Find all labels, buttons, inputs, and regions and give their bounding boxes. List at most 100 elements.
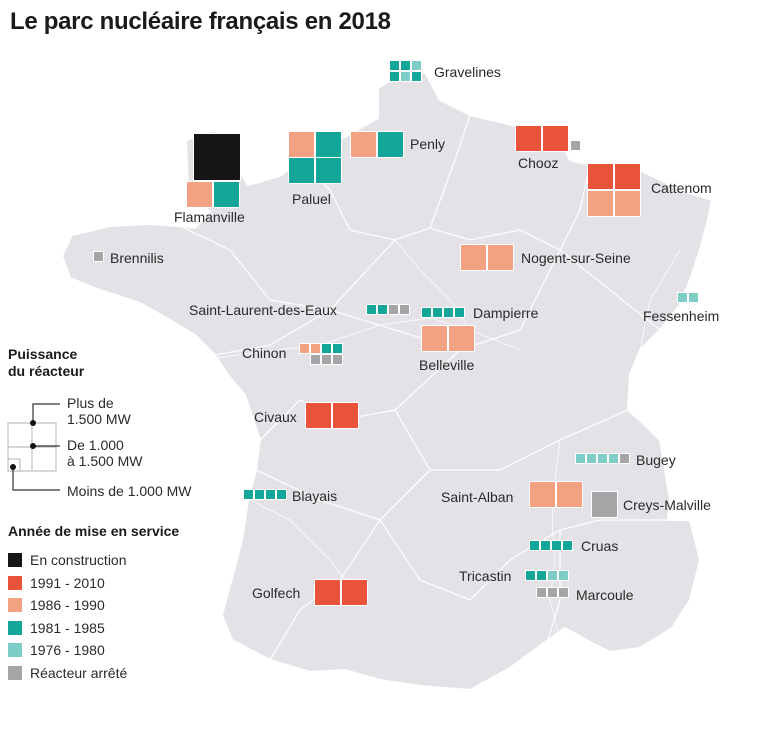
reactor-gravelines-6 <box>411 71 422 82</box>
reactor-bugey-2 <box>586 453 597 464</box>
legend-swatch-1981-1985 <box>8 620 22 635</box>
reactor-tricastin-4 <box>558 570 569 581</box>
reactor-cruas-3 <box>551 540 562 551</box>
plant-label-penly: Penly <box>410 136 446 152</box>
reactor-saint-laurent-des-eaux-4 <box>399 304 410 315</box>
reactor-chooz-2 <box>542 125 569 152</box>
legend-label: 1991 - 2010 <box>30 574 105 591</box>
reactor-civaux-1 <box>305 402 332 429</box>
reactor-fessenheim-2 <box>688 292 699 303</box>
reactor-blayais-2 <box>254 489 265 500</box>
legend-swatch-en-construction <box>8 553 22 567</box>
plant-label-gravelines: Gravelines <box>434 64 501 80</box>
reactor-penly-2 <box>377 131 404 158</box>
plant-label-belleville: Belleville <box>419 357 475 373</box>
reactor-paluel-1 <box>288 131 315 158</box>
reactor-penly-1 <box>350 131 377 158</box>
legend-swatch-1976-1980 <box>8 643 22 657</box>
power-legend-title-line2: du réacteur <box>8 363 85 379</box>
year-legend-title: Année de mise en service <box>8 523 180 539</box>
reactor-cruas-1 <box>529 540 540 551</box>
size-label-medium-line1: De 1.000 <box>67 437 124 453</box>
plant-label-civaux: Civaux <box>254 409 297 425</box>
reactor-civaux-2 <box>332 402 359 429</box>
plant-label-bugey: Bugey <box>636 452 676 468</box>
reactor-saint-alban-1 <box>529 481 556 508</box>
size-label-medium: De 1.000 à 1.500 MW <box>67 437 142 469</box>
plant-label-chooz: Chooz <box>518 155 559 171</box>
reactor-paluel-4 <box>315 157 342 184</box>
france-outline <box>60 70 714 692</box>
reactor-bugey-1 <box>575 453 586 464</box>
plant-label-saint-laurent-des-eaux: Saint-Laurent-des-Eaux <box>189 302 337 318</box>
reactor-bugey-4 <box>608 453 619 464</box>
reactor-cattenom-1 <box>587 163 614 190</box>
reactor-saint-laurent-des-eaux-1 <box>366 304 377 315</box>
reactor-chooz-3 <box>570 140 581 151</box>
plant-label-paluel: Paluel <box>292 191 331 207</box>
reactor-saint-alban-2 <box>556 481 583 508</box>
reactor-fessenheim-1 <box>677 292 688 303</box>
size-legend-diagram <box>7 403 60 491</box>
legend-item-1986-1990: 1986 - 1990 <box>8 597 105 613</box>
reactor-tricastin-1 <box>525 570 536 581</box>
reactor-golfech-2 <box>341 579 368 606</box>
reactor-bugey-5 <box>619 453 630 464</box>
plant-label-blayais: Blayais <box>292 488 338 504</box>
reactor-chinon-7 <box>332 354 343 365</box>
reactor-creys-malville-1 <box>591 491 618 518</box>
reactor-tricastin-3 <box>547 570 558 581</box>
reactor-belleville-2 <box>448 325 475 352</box>
size-leader-small <box>12 467 60 491</box>
reactor-saint-laurent-des-eaux-3 <box>388 304 399 315</box>
reactor-gravelines-5 <box>400 71 411 82</box>
reactor-blayais-1 <box>243 489 254 500</box>
reactor-gravelines-4 <box>389 71 400 82</box>
plant-label-nogent-sur-seine: Nogent-sur-Seine <box>521 250 631 266</box>
reactor-chinon-2 <box>310 343 321 354</box>
map-boundaries <box>179 114 668 661</box>
reactor-dampierre-4 <box>454 307 465 318</box>
legend-item-1991-2010: 1991 - 2010 <box>8 575 105 591</box>
reactor-dampierre-1 <box>421 307 432 318</box>
size-label-medium-line2: à 1.500 MW <box>67 453 143 469</box>
reactor-bugey-3 <box>597 453 608 464</box>
reactor-marcoule-3 <box>558 587 569 598</box>
legend-label: 1986 - 1990 <box>30 597 105 613</box>
reactor-saint-laurent-des-eaux-2 <box>377 304 388 315</box>
legend-swatch-1991-2010 <box>8 575 22 590</box>
reactor-dampierre-3 <box>443 307 454 318</box>
reactor-chinon-5 <box>310 354 321 365</box>
reactor-golfech-1 <box>314 579 341 606</box>
reactor-nogent-sur-seine-1 <box>460 244 487 271</box>
plant-label-tricastin: Tricastin <box>459 568 512 584</box>
legend-item-en-construction: En construction <box>8 552 127 568</box>
reactor-gravelines-3 <box>411 60 422 71</box>
legend-label: 1976 - 1980 <box>30 642 105 658</box>
plant-label-fessenheim: Fessenheim <box>643 308 720 324</box>
reactor-cruas-4 <box>562 540 573 551</box>
size-label-small-line1: Moins de 1.000 MW <box>67 483 192 499</box>
reactor-cattenom-3 <box>587 190 614 217</box>
reactor-tricastin-2 <box>536 570 547 581</box>
reactor-chinon-4 <box>332 343 343 354</box>
reactor-flamanville-1 <box>193 133 241 181</box>
legend-label: 1981 - 1985 <box>30 619 105 636</box>
reactor-belleville-1 <box>421 325 448 352</box>
power-legend-title-line1: Puissance <box>8 346 78 362</box>
reactor-gravelines-2 <box>400 60 411 71</box>
reactor-chinon-1 <box>299 343 310 354</box>
plant-label-creys-malville: Creys-Malville <box>623 497 711 513</box>
plant-label-flamanville: Flamanville <box>174 209 245 225</box>
size-label-large-line1: Plus de <box>67 395 114 411</box>
reactor-cattenom-4 <box>614 190 641 217</box>
reactor-blayais-3 <box>265 489 276 500</box>
plant-label-cruas: Cruas <box>581 538 619 554</box>
size-label-large: Plus de 1.500 MW <box>67 395 131 427</box>
plant-label-cattenom: Cattenom <box>651 180 712 196</box>
reactor-cruas-2 <box>540 540 551 551</box>
plant-label-dampierre: Dampierre <box>473 305 539 321</box>
reactor-marcoule-1 <box>536 587 547 598</box>
page-title: Le parc nucléaire français en 2018 <box>10 8 391 35</box>
